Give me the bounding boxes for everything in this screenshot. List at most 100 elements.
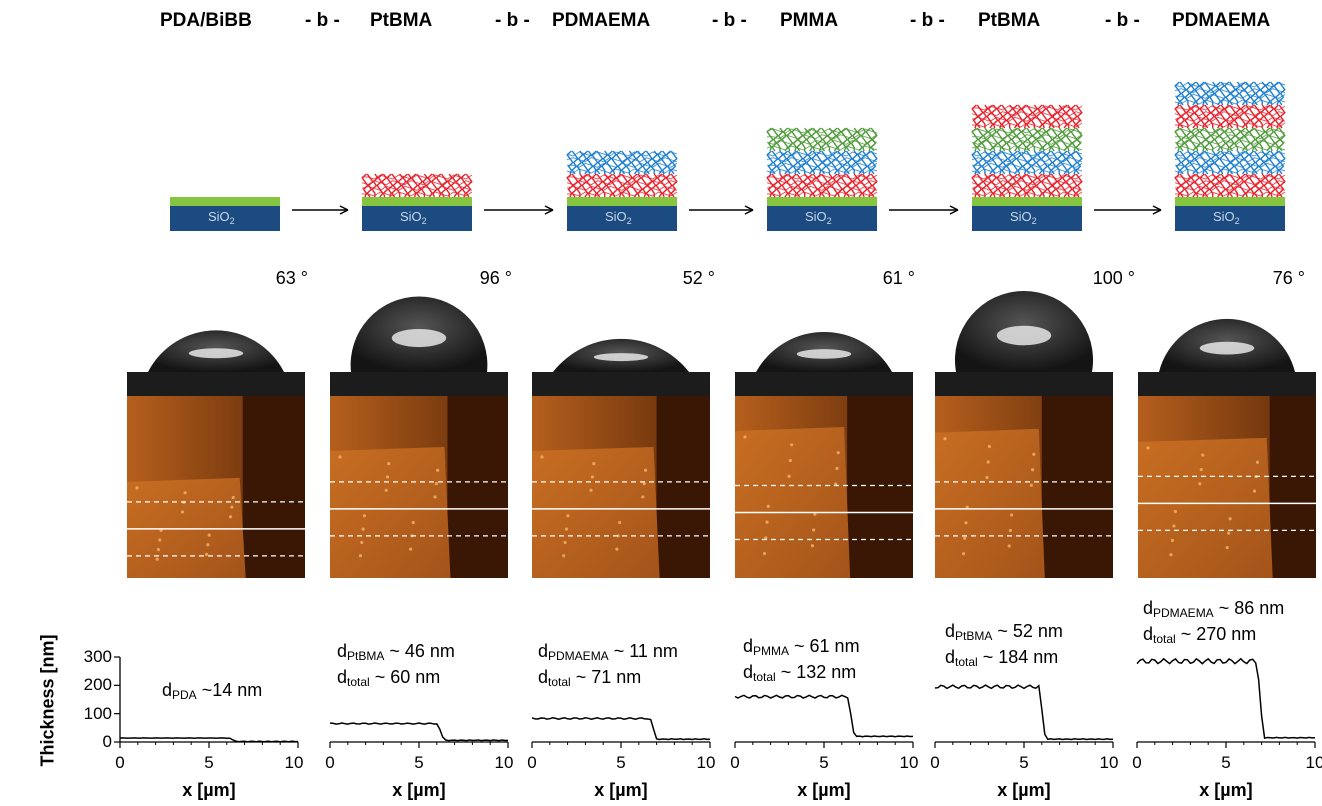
profile-line [734,694,914,738]
x-tick-label: 0 [730,753,740,772]
x-axis-label: x [µm] [1199,780,1253,800]
layer-ptbma [971,104,1083,129]
thickness-annotation-1-0: dPtBMA ~ 46 nm [337,641,455,663]
x-tick-label: 10 [284,753,304,772]
afm-image-5 [1138,396,1316,578]
thickness-plot-1 [329,722,509,748]
layer-pmma [766,127,878,152]
arrow-4 [1094,205,1162,215]
pda-layer [1175,197,1285,206]
profile-line [119,737,299,743]
schematic-stack-0 [170,197,280,231]
y-tick-label: 200 [83,675,112,695]
header-connector-3: - b - [910,10,945,31]
profile-line [1136,657,1316,739]
thickness-annotation-5-0: dPDMAEMA ~ 86 nm [1143,598,1285,620]
thickness-plot-4 [934,684,1114,748]
header-connector-4: - b - [1105,10,1140,31]
x-tick-label: 5 [414,753,424,772]
header-block-1: PtBMA [370,10,433,31]
thickness-plot-3 [734,694,914,748]
schematic-stack-4 [971,104,1083,231]
schematic-stack-1 [361,173,473,231]
afm-image-2 [532,396,710,578]
substrate-label-0: SiO2 [208,209,235,226]
contact-angle-3: 61 ° [882,268,915,288]
substrate-label-1: SiO2 [400,209,427,226]
header-connector-0: - b - [305,10,340,31]
layer-ptbma [1174,173,1286,198]
x-tick-label: 10 [1099,753,1119,772]
substrate-block [1175,206,1285,231]
layer-ptbma [971,173,1083,198]
schematic-stack-3 [766,127,878,231]
pda-layer [362,197,472,206]
x-tick-label: 10 [494,753,514,772]
arrow-1 [484,205,554,215]
arrow-3 [889,205,959,215]
x-tick-label: 0 [1132,753,1142,772]
afm-image-3 [735,396,913,578]
x-tick-label: 0 [325,753,335,772]
header-block-2: PDMAEMA [552,10,651,31]
schematic-stack-5 [1174,81,1286,231]
thickness-annotation-2-1: dtotal ~ 71 nm [538,667,642,689]
layer-ptbma [766,173,878,198]
layer-pdmaema [1174,81,1286,106]
y-tick-label: 100 [83,703,112,723]
x-axis-label: x [µm] [392,780,446,800]
contact-angle-4: 100 ° [1092,268,1135,288]
thickness-annotation-2-0: dPDMAEMA ~ 11 nm [538,641,678,663]
pda-layer [567,197,677,206]
x-axis-label: x [µm] [594,780,648,800]
y-tick-label: 0 [102,732,112,751]
droplet-image-4 [935,290,1113,396]
thickness-annotation-4-1: dtotal ~ 184 nm [945,647,1059,669]
thickness-annotation-0-0: dPDA ~14 nm [162,680,263,702]
x-tick-label: 0 [527,753,537,772]
x-axis-label: x [µm] [797,780,851,800]
x-tick-label: 5 [819,753,829,772]
thickness-annotation-5-1: dtotal ~ 270 nm [1143,624,1257,646]
profile-line [531,717,711,741]
header-connector-2: - b - [712,10,747,31]
thickness-annotation-1-1: dtotal ~ 60 nm [337,667,441,689]
substrate-block [362,206,472,231]
x-tick-label: 5 [204,753,214,772]
thickness-plot-2 [531,717,711,748]
afm-image-4 [935,396,1113,578]
y-tick-label: 300 [83,647,112,666]
profile-line [934,684,1114,741]
contact-angle-1: 96 ° [479,268,512,288]
layer-ptbma [566,173,678,198]
contact-angle-5: 76 ° [1272,268,1305,288]
arrow-2 [689,205,754,215]
thickness-annotation-3-1: dtotal ~ 132 nm [743,662,857,684]
x-tick-label: 10 [1305,753,1322,772]
header-block-0: PDA/BiBB [160,10,252,31]
thickness-plot-0 [114,656,299,748]
pda-layer [170,197,280,206]
y-axis-label: Thickness [nm] [37,634,58,767]
layer-pdmaema [971,150,1083,175]
layer-ptbma [1174,104,1286,129]
droplet-image-5 [1138,292,1316,396]
layer-pdmaema [766,150,878,175]
substrate-block [972,206,1082,231]
droplet-image-3 [735,292,913,396]
substrate-block [170,206,280,231]
layer-pdmaema [1174,150,1286,175]
substrate-label-3: SiO2 [805,209,832,226]
pda-layer [767,197,877,206]
afm-image-1 [330,396,508,578]
x-tick-label: 0 [115,753,125,772]
pda-layer [972,197,1082,206]
layer-ptbma [361,173,473,198]
substrate-label-5: SiO2 [1213,209,1240,226]
arrow-0 [292,205,349,215]
droplet-image-2 [532,292,710,396]
header-block-4: PtBMA [978,10,1041,31]
header-block-3: PMMA [780,10,839,31]
